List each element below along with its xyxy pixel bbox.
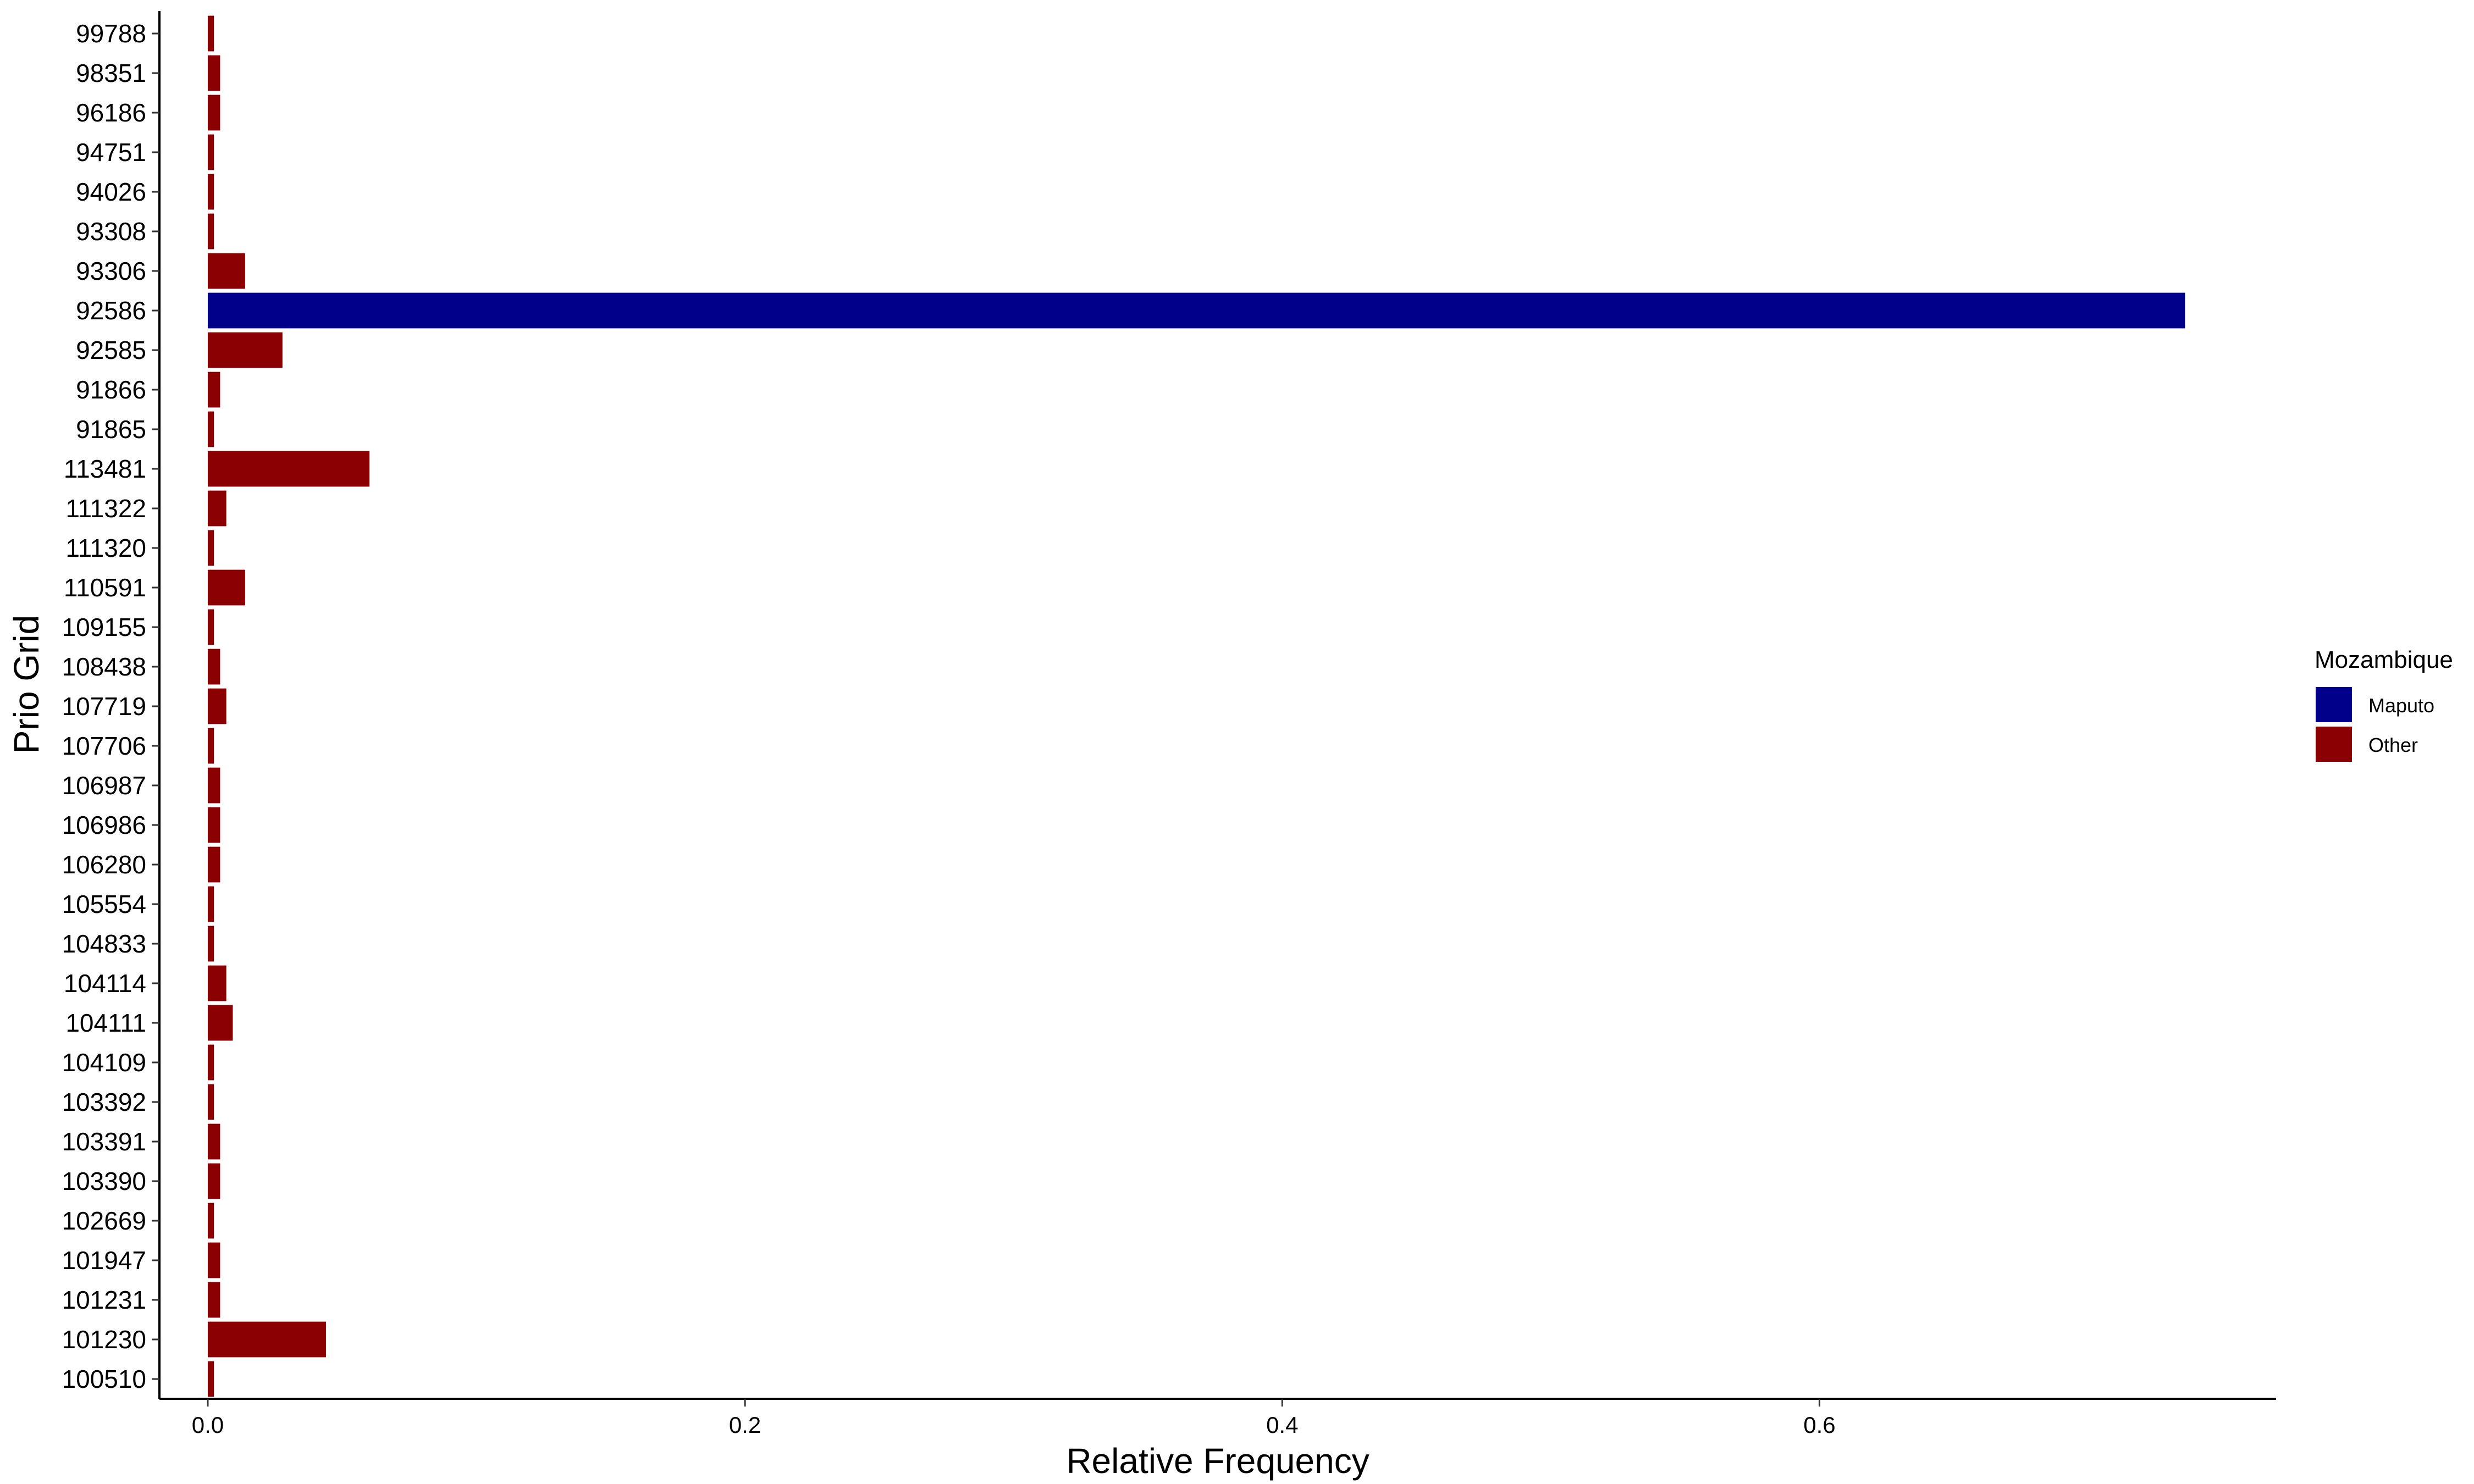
- bar-92586: [207, 292, 2185, 329]
- bar-106987: [207, 767, 220, 804]
- y-tick-label: 106280: [62, 850, 147, 879]
- legend-swatch-other: [2316, 727, 2352, 762]
- bar-111320: [207, 530, 214, 566]
- bar-104833: [207, 926, 214, 962]
- x-tick-label: 0.2: [729, 1412, 761, 1438]
- bar-99788: [207, 15, 214, 52]
- y-tick-label: 91865: [76, 415, 146, 444]
- x-axis-ticks: 0.0 0.2 0.4 0.6: [192, 1399, 1836, 1438]
- y-tick-label: 103390: [62, 1167, 147, 1195]
- y-tick-label: 101231: [62, 1286, 147, 1314]
- y-axis-ticks: 99788 98351 96186 94751 94026 93308 93306 92586…: [62, 19, 159, 1393]
- y-tick-label: 106987: [62, 771, 147, 800]
- y-tick-label: 91866: [76, 375, 146, 404]
- bar-104114: [207, 965, 227, 1001]
- y-tick-label: 111322: [65, 494, 146, 523]
- y-tick-label: 93308: [76, 217, 146, 246]
- y-tick-label: 113481: [64, 455, 146, 483]
- x-tick-label: 0.6: [1803, 1412, 1835, 1438]
- y-tick-label: 96186: [76, 98, 146, 127]
- y-tick-label: 99788: [76, 19, 146, 48]
- y-tick-label: 102669: [62, 1206, 147, 1235]
- bar-94751: [207, 134, 214, 170]
- bar-105554: [207, 886, 214, 922]
- legend-swatch-maputo: [2316, 687, 2352, 722]
- bar-98351: [207, 55, 220, 91]
- y-tick-label: 107719: [62, 692, 147, 721]
- legend-label-other: Other: [2368, 734, 2418, 756]
- bar-103391: [207, 1123, 220, 1160]
- y-tick-label: 93306: [76, 257, 146, 285]
- bar-103390: [207, 1163, 220, 1199]
- y-tick-label: 106986: [62, 811, 147, 839]
- x-tick-label: 0.0: [192, 1412, 224, 1438]
- bar-110591: [207, 569, 245, 606]
- y-axis-title: Prio Grid: [7, 615, 46, 754]
- y-tick-label: 94751: [76, 138, 146, 167]
- bar-104111: [207, 1005, 233, 1041]
- bar-96186: [207, 95, 220, 131]
- bar-107719: [207, 688, 227, 724]
- x-tick-label: 0.4: [1266, 1412, 1298, 1438]
- bar-108438: [207, 649, 220, 685]
- legend-label-maputo: Maputo: [2368, 694, 2434, 717]
- bar-92585: [207, 332, 283, 368]
- bar-104109: [207, 1044, 214, 1081]
- bar-94026: [207, 174, 214, 210]
- y-tick-label: 104114: [64, 969, 146, 998]
- x-axis-title: Relative Frequency: [1066, 1441, 1369, 1481]
- bar-101947: [207, 1242, 220, 1278]
- y-tick-label: 94026: [76, 178, 146, 206]
- y-tick-label: 108438: [62, 652, 147, 681]
- y-tick-label: 92585: [76, 336, 146, 364]
- y-tick-label: 109155: [62, 613, 147, 641]
- bar-91866: [207, 372, 220, 408]
- y-tick-label: 101230: [62, 1325, 147, 1354]
- y-tick-label: 107706: [62, 732, 147, 760]
- bar-109155: [207, 609, 214, 645]
- bar-107706: [207, 728, 214, 764]
- legend-title: Mozambique: [2315, 646, 2453, 673]
- bar-106280: [207, 846, 220, 883]
- y-tick-label: 103392: [62, 1088, 147, 1116]
- bar-93306: [207, 253, 245, 289]
- y-tick-label: 111320: [65, 534, 146, 562]
- bar-91865: [207, 411, 214, 447]
- bar-103392: [207, 1084, 214, 1120]
- bar-111322: [207, 490, 227, 527]
- y-tick-label: 103391: [62, 1127, 147, 1156]
- y-tick-label: 104111: [65, 1009, 146, 1037]
- y-tick-label: 98351: [76, 59, 146, 87]
- bars-layer: [207, 15, 2185, 1397]
- bar-93308: [207, 213, 214, 250]
- bar-102669: [207, 1203, 214, 1239]
- bar-101231: [207, 1282, 220, 1318]
- bar-100510: [207, 1361, 214, 1397]
- legend: Mozambique Maputo Other: [2315, 646, 2453, 762]
- bar-113481: [207, 451, 370, 487]
- bar-106986: [207, 807, 220, 843]
- bar-101230: [207, 1321, 326, 1358]
- y-tick-label: 110591: [64, 573, 146, 602]
- y-tick-label: 100510: [62, 1365, 147, 1393]
- y-tick-label: 104109: [62, 1048, 147, 1077]
- y-tick-label: 104833: [62, 929, 147, 958]
- y-tick-label: 105554: [62, 890, 147, 918]
- y-tick-label: 101947: [62, 1246, 147, 1275]
- y-tick-label: 92586: [76, 296, 146, 325]
